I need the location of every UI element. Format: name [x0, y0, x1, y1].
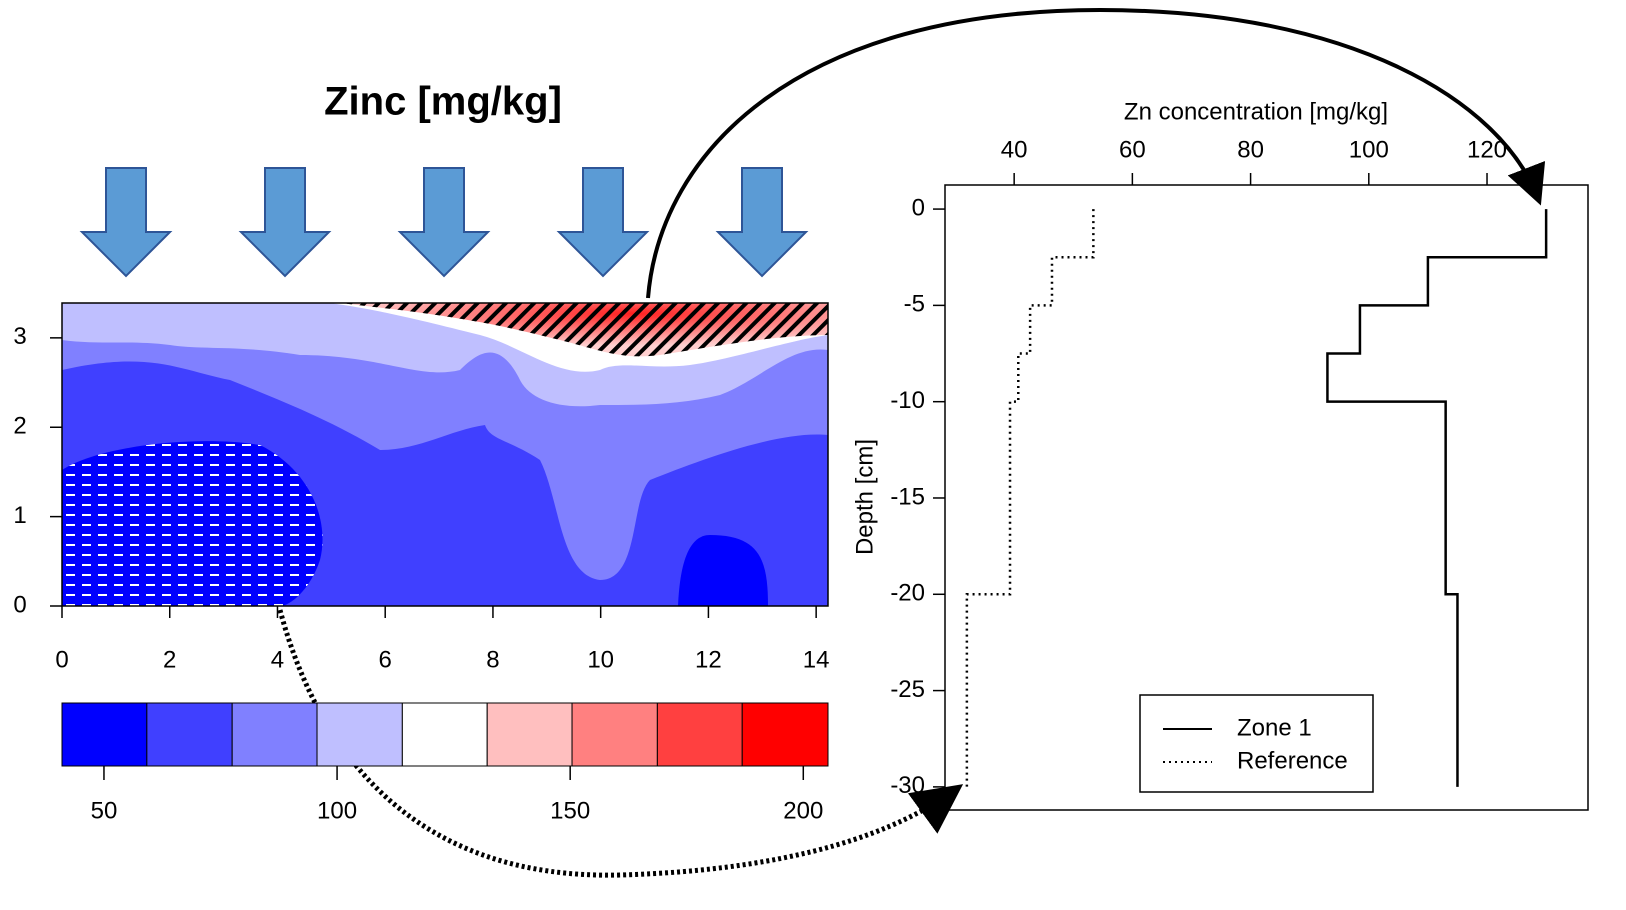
y-tick-label: -25	[890, 676, 925, 703]
chart-title: Zinc [mg/kg]	[324, 80, 562, 124]
colorbar-label: 150	[550, 797, 590, 824]
x-tick-label: 80	[1237, 136, 1264, 163]
x-tick-label: 100	[1349, 136, 1389, 163]
y-axis-label: Depth [cm]	[851, 439, 878, 555]
legend-label: Reference	[1237, 747, 1348, 774]
y-tick-label: -5	[904, 291, 925, 318]
x-tick-label: 8	[486, 646, 499, 673]
series-line	[1326, 209, 1548, 787]
y-tick-label: 3	[13, 323, 26, 350]
colorbar-cell	[486, 702, 573, 767]
legend-label: Zone 1	[1237, 714, 1312, 741]
y-tick-label: 0	[13, 591, 26, 618]
x-tick-label: 4	[271, 646, 284, 673]
x-tick-label: 10	[587, 646, 614, 673]
colorbar-cell	[656, 702, 743, 767]
x-axis-label: Zn concentration [mg/kg]	[1124, 98, 1388, 125]
y-tick-label: 0	[912, 194, 925, 221]
colorbar-cell	[61, 702, 148, 767]
x-tick-label: 60	[1119, 136, 1146, 163]
x-tick-label: 0	[55, 646, 68, 673]
series-line	[965, 209, 1095, 787]
x-tick-label: 40	[1001, 136, 1028, 163]
colorbar-cell	[571, 702, 658, 767]
x-tick-label: 2	[163, 646, 176, 673]
plot-frame	[61, 302, 829, 607]
legend: Zone 1 Reference	[1139, 694, 1374, 793]
link-arrow	[646, 7, 1546, 299]
y-tick-label: -30	[890, 772, 925, 799]
y-tick-label: 1	[13, 502, 26, 529]
input-arrows	[79, 167, 809, 278]
contour-field	[62, 303, 828, 606]
x-tick-label: 6	[379, 646, 392, 673]
colorbar-label: 200	[783, 797, 823, 824]
y-tick-label: -10	[890, 387, 925, 414]
x-tick-label: 14	[803, 646, 830, 673]
x-tick-label: 12	[695, 646, 722, 673]
colorbar-cell	[401, 702, 488, 767]
y-tick-label: 2	[13, 413, 26, 440]
colorbar-label: 50	[91, 797, 118, 824]
colorbar-label: 100	[317, 797, 357, 824]
y-tick-label: -20	[890, 580, 925, 607]
x-tick-label: 120	[1467, 136, 1507, 163]
colorbar-cell	[316, 702, 403, 767]
link-arrow	[277, 609, 964, 878]
colorbar-cell	[146, 702, 233, 767]
y-tick-label: -15	[890, 483, 925, 510]
colorbar-cell	[741, 702, 829, 767]
colorbar-cell	[231, 702, 318, 767]
